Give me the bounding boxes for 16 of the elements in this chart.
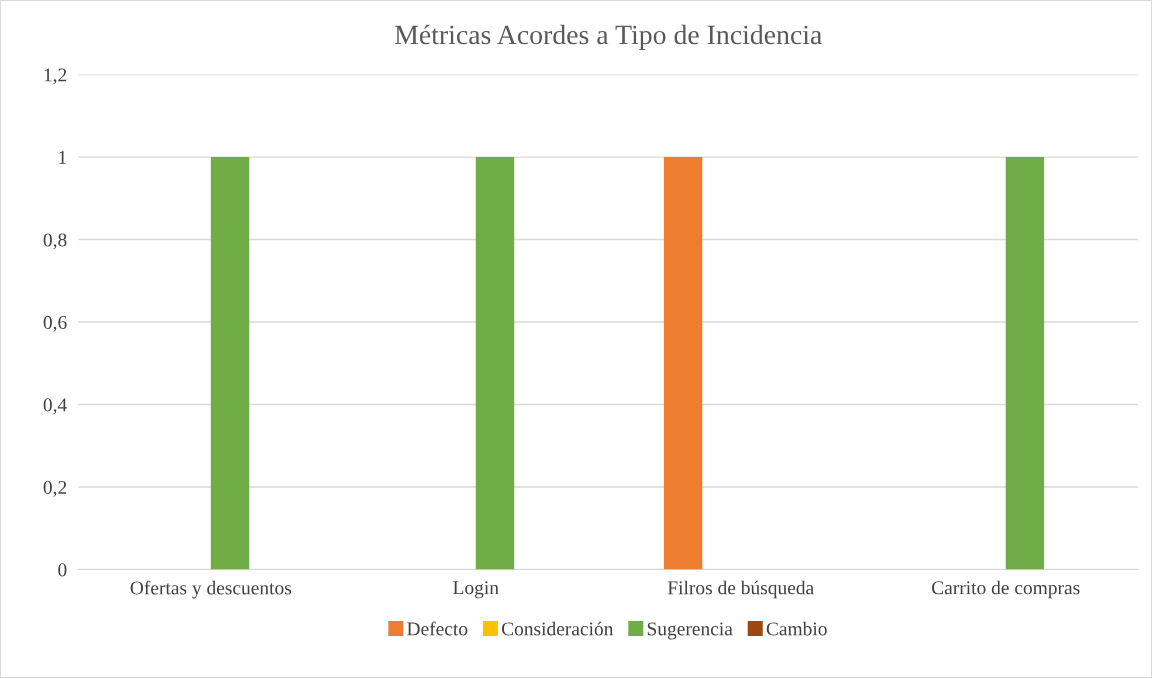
legend-label: Defecto bbox=[407, 621, 468, 636]
y-tick-label: 0,4 bbox=[43, 398, 67, 415]
x-tick-label: Login bbox=[453, 581, 499, 599]
x-tick-label: Filros de búsqueda bbox=[667, 580, 814, 599]
y-tick-label: 0,2 bbox=[43, 480, 67, 497]
chart-title: Métricas Acordes a Tipo de Incidencia bbox=[394, 24, 822, 50]
legend-label: Cambio bbox=[766, 621, 827, 636]
legend-label: Sugerencia bbox=[647, 622, 733, 640]
y-tick-label: 0,8 bbox=[43, 233, 67, 250]
legend-label: Consideración bbox=[501, 621, 614, 636]
y-tick-label: 0 bbox=[58, 563, 67, 577]
y-tick-label: 1 bbox=[59, 150, 67, 164]
x-tick-label: Carrito de compras bbox=[931, 580, 1080, 599]
y-tick-label: 0,6 bbox=[43, 315, 67, 332]
y-tick-label: 1,2 bbox=[44, 68, 67, 85]
x-tick-label: Ofertas y descuentos bbox=[130, 580, 292, 599]
